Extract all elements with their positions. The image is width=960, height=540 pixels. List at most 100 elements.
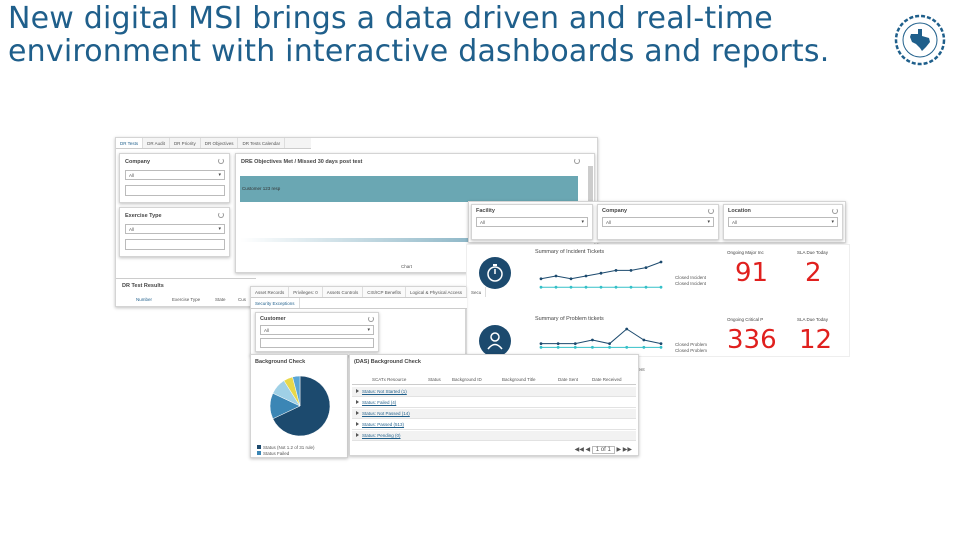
- column-header[interactable]: State: [215, 297, 226, 302]
- dr-results-title: DR Test Results: [122, 283, 164, 289]
- refresh-icon[interactable]: [218, 212, 224, 218]
- data-point: [573, 345, 577, 349]
- customer-select-value: All: [264, 328, 270, 333]
- last-page-icon[interactable]: ▶▶: [622, 447, 632, 453]
- texas-state-seal-icon: [894, 14, 946, 66]
- company-input[interactable]: [125, 185, 225, 196]
- column-header[interactable]: Background Title: [502, 377, 536, 382]
- data-point: [539, 285, 543, 289]
- caret-down-icon: ▾: [367, 327, 370, 333]
- tab-asset-records[interactable]: Asset Records: [251, 287, 290, 297]
- objectives-bar-label: Customer 123 resp: [242, 186, 281, 191]
- data-point: [642, 338, 646, 342]
- table-row[interactable]: Status: Pending (0): [352, 431, 636, 441]
- table-row[interactable]: Status: Not Started (1): [352, 387, 636, 397]
- tab-dr-audit[interactable]: DR Audit: [143, 138, 170, 148]
- data-point: [659, 345, 663, 349]
- exercise-type-select[interactable]: All ▾: [125, 224, 225, 234]
- location-select[interactable]: All ▾: [728, 217, 838, 227]
- company-select-2[interactable]: All ▾: [602, 217, 714, 227]
- slide-title: New digital MSI brings a data driven and…: [8, 1, 830, 69]
- next-page-icon[interactable]: ▶: [616, 447, 622, 453]
- problem-chart-title: Summary of Problem tickets: [535, 316, 604, 322]
- company-label-2: Company: [602, 208, 628, 214]
- column-header[interactable]: Background ID: [452, 377, 482, 382]
- legend-item: Status Failed: [257, 451, 289, 456]
- column-header[interactable]: Cus: [238, 297, 247, 302]
- tab-security-exceptions[interactable]: Security Exceptions: [251, 298, 300, 308]
- tab-logical-physical-access[interactable]: Logical & Physical Access: [406, 287, 468, 297]
- location-filter-card: Location All ▾: [723, 204, 843, 240]
- problem-line-chart: [539, 327, 663, 349]
- security-tabs: Asset Records Privileges: 0 Assets Contr…: [251, 287, 487, 298]
- refresh-icon[interactable]: [832, 208, 838, 214]
- tab-dr-tests-calendar[interactable]: DR Tests Calendar: [238, 138, 286, 148]
- data-point: [554, 274, 558, 278]
- data-point: [629, 269, 633, 272]
- data-point: [608, 342, 611, 346]
- column-header[interactable]: SCATx Resource: [372, 377, 407, 382]
- column-header[interactable]: Number: [136, 297, 153, 302]
- page-indicator: 1 of 1: [591, 446, 615, 454]
- refresh-icon[interactable]: [574, 158, 580, 164]
- expand-icon[interactable]: [356, 389, 359, 393]
- data-point: [591, 345, 594, 349]
- scrollbar[interactable]: [588, 166, 593, 206]
- table-row[interactable]: Status: Not Passed (14): [352, 409, 636, 419]
- objectives-axis-label: Chart: [401, 264, 413, 269]
- background-check-pie: [269, 375, 331, 437]
- kpi-value: 2: [805, 258, 822, 288]
- tab-dr-tests[interactable]: DR Tests: [116, 138, 144, 148]
- expand-icon[interactable]: [356, 411, 359, 415]
- suitability-card: (DAS) Background Check SCATx Resource St…: [349, 354, 639, 456]
- kpi-value: 91: [735, 258, 769, 288]
- tab-privileges[interactable]: Privileges: 0: [289, 287, 323, 297]
- table-row[interactable]: Status: Failed (4): [352, 398, 636, 408]
- legend-item: Closed Incident: [675, 281, 707, 286]
- prev-page-icon[interactable]: ◀: [585, 447, 591, 453]
- background-check-card: Background Check Status (Not 1.2 of 31 r…: [250, 354, 348, 458]
- customer-input[interactable]: [260, 338, 374, 348]
- table-row[interactable]: Status: Passed (513): [352, 420, 636, 430]
- facility-label: Facility: [476, 208, 495, 214]
- data-point: [569, 285, 573, 289]
- exercise-type-input[interactable]: [125, 239, 225, 250]
- security-panel: Asset Records Privileges: 0 Assets Contr…: [250, 286, 487, 356]
- location-select-value: All: [732, 220, 738, 225]
- data-point: [614, 269, 618, 272]
- table-body: Status: Not Started (1) Status: Failed (…: [350, 387, 638, 445]
- security-subtabs: Security Exceptions: [251, 298, 467, 309]
- stopwatch-icon: [479, 257, 511, 289]
- data-point: [573, 342, 577, 346]
- data-point: [659, 342, 663, 346]
- tab-dr-priority[interactable]: DR Priority: [170, 138, 201, 148]
- legend-item: Closed Incident: [675, 275, 707, 280]
- tab-assets-controls[interactable]: Assets Controls: [323, 287, 364, 297]
- tab-security[interactable]: Secu: [467, 287, 487, 297]
- caret-down-icon: ▾: [218, 172, 221, 178]
- location-label: Location: [728, 208, 751, 214]
- expand-icon[interactable]: [356, 422, 359, 426]
- column-header[interactable]: Date Received: [592, 377, 622, 382]
- caret-down-icon: ▾: [581, 219, 584, 225]
- data-point: [625, 327, 629, 331]
- refresh-icon[interactable]: [218, 158, 224, 164]
- dr-tabs: DR Tests DR Audit DR Priority DR Objecti…: [116, 138, 311, 149]
- expand-icon[interactable]: [356, 400, 359, 404]
- column-header[interactable]: Date Sent: [558, 377, 579, 382]
- column-header[interactable]: Status: [428, 377, 441, 382]
- facility-select[interactable]: All ▾: [476, 217, 588, 227]
- customer-select[interactable]: All ▾: [260, 325, 374, 335]
- tab-cis-benefits[interactable]: CIS/ICP Benefits: [363, 287, 406, 297]
- first-page-icon[interactable]: ◀◀: [574, 447, 584, 453]
- company-select[interactable]: All ▾: [125, 170, 225, 180]
- refresh-icon[interactable]: [368, 316, 374, 322]
- refresh-icon[interactable]: [708, 208, 714, 214]
- expand-icon[interactable]: [356, 433, 359, 437]
- tab-dr-objectives[interactable]: DR Objectives: [201, 138, 239, 148]
- column-header[interactable]: Exercise Type: [172, 297, 201, 302]
- data-point: [539, 277, 543, 281]
- kpi-value: 12: [799, 325, 833, 355]
- data-point: [599, 285, 603, 289]
- incident-line-chart: [539, 260, 663, 289]
